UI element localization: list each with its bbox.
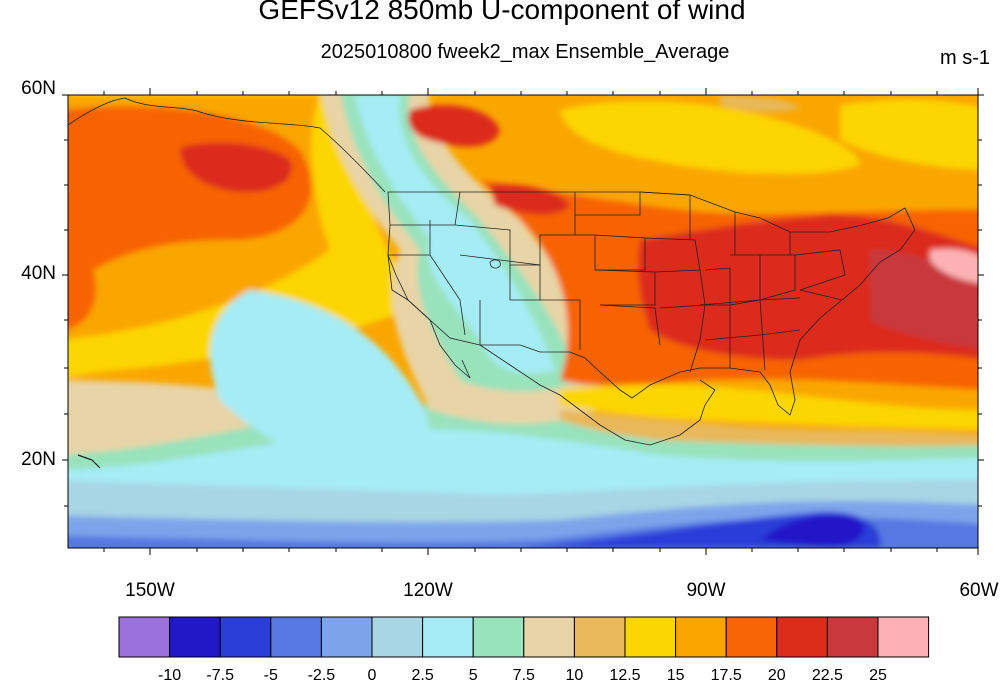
colorbar-swatch: [270, 616, 322, 658]
colorbar-swatch: [320, 616, 373, 658]
colorbar-swatch: [118, 616, 171, 658]
colorbar-swatch: [219, 616, 272, 658]
colorbar-tick-label: 7.5: [512, 667, 535, 684]
colorbar-swatch: [826, 616, 879, 658]
colorbar-tick-label: -7.5: [206, 667, 234, 684]
us-state-boundaries: [387, 191, 916, 416]
colorbar-tick-label: 0: [367, 667, 377, 684]
colorbar-tick-label: 2.5: [411, 667, 434, 684]
lat-label-20n: 20N: [21, 449, 56, 470]
colorbar-swatch: [675, 616, 727, 658]
lat-label-40n: 40N: [21, 263, 56, 284]
lat-label-60n: 60N: [21, 78, 56, 99]
colorbar-tick-label: 17.5: [710, 667, 742, 684]
colorbar-swatch: [371, 616, 424, 658]
lon-label-150w: 150W: [125, 580, 175, 601]
map-subtitle: 2025010800 fweek2_max Ensemble_Average: [320, 41, 730, 63]
colorbar-tick-label: -10: [158, 667, 182, 684]
colorbar-tick-label: -2.5: [307, 667, 336, 684]
colorbar-tick-label: 5: [468, 667, 478, 684]
colorbar-swatch: [169, 616, 221, 658]
lon-label-60w: 60W: [959, 580, 999, 601]
coastlines: [68, 97, 716, 469]
lon-label-120w: 120W: [403, 580, 453, 601]
colorbar-tick-label: 12.5: [609, 667, 641, 684]
colorbar-tick-label: 22.5: [811, 667, 843, 684]
colorbar-swatch: [624, 616, 677, 658]
colorbar-swatch: [776, 616, 828, 658]
colorbar-tick-label: 20: [767, 667, 786, 684]
colorbar-swatch: [573, 616, 626, 658]
units-label: m s-1: [940, 47, 990, 69]
colorbar-tick-label: 15: [666, 667, 685, 684]
colorbar-swatch: [877, 616, 930, 658]
colorbar-swatch: [523, 616, 575, 658]
colorbar-swatch: [472, 616, 525, 658]
colorbar-tick-label: 25: [869, 667, 887, 684]
colorbar-tick-label: -5: [263, 667, 278, 684]
colorbar-swatch: [725, 616, 778, 658]
colorbar-tick-label: 10: [565, 667, 584, 684]
plot-frame: [62, 88, 984, 555]
wind-field: [68, 95, 978, 548]
colorbar-swatch: [422, 616, 474, 658]
lon-label-90w: 90W: [686, 580, 726, 601]
colorbar: [118, 616, 930, 658]
map-title: GEFSv12 850mb U-component of wind: [258, 0, 746, 25]
